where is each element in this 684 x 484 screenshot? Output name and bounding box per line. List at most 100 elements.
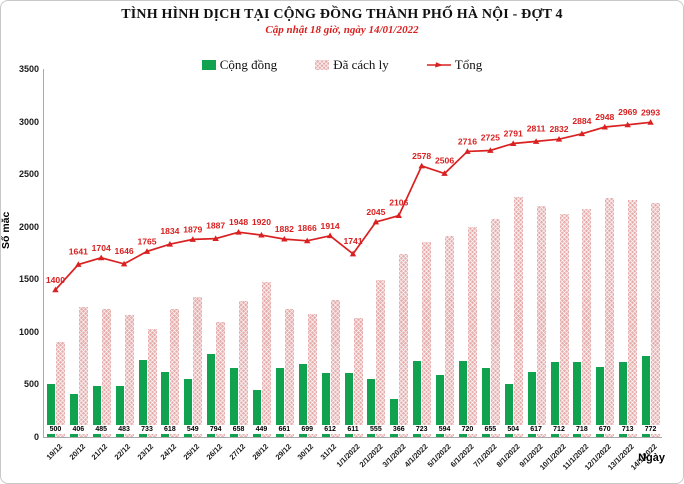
line-point-marker	[304, 237, 311, 244]
y-axis-tick-label: 1000	[18, 326, 39, 337]
bar-cong-dong	[413, 360, 422, 437]
bar-cong-dong	[321, 372, 330, 437]
bar-cong-dong	[92, 386, 101, 437]
line-value-label: 1765	[137, 236, 156, 246]
line-point-marker	[532, 138, 540, 144]
bar-value-label: 713	[617, 425, 639, 434]
chart-title: TÌNH HÌNH DỊCH TẠI CỘNG ĐỒNG THÀNH PHỐ H…	[121, 7, 563, 22]
bar-cong-dong	[69, 394, 78, 437]
line-point-marker	[510, 140, 517, 146]
x-axis-date-label: 22/12	[112, 442, 133, 462]
line-point-marker	[349, 250, 357, 257]
plot-area: 0 500 1000 1500 2000 2500 3000 3500 500 19/12 406 2…	[19, 64, 662, 472]
line-value-label: 1866	[298, 223, 317, 233]
x-axis-date-label: 24/12	[158, 442, 179, 462]
bar-cong-dong	[458, 361, 467, 437]
x-axis-date-label: 26/12	[204, 442, 225, 462]
bar-da-cach-ly	[559, 214, 569, 437]
bar-cong-dong	[367, 378, 376, 437]
bar-value-label: 772	[640, 425, 662, 434]
x-axis-title: Ngày	[638, 452, 665, 464]
bar-value-label: 720	[456, 425, 478, 434]
bar-da-cach-ly	[353, 318, 363, 437]
bar-da-cach-ly	[376, 280, 386, 437]
bar-value-label: 794	[205, 425, 227, 434]
bar-value-label: 618	[159, 425, 181, 434]
y-axis-tick-label: 0	[33, 432, 39, 442]
bar-da-cach-ly	[55, 342, 65, 437]
bar-cong-dong	[550, 362, 559, 437]
y-axis-tick-label: 500	[23, 379, 39, 390]
bar-value-label: 699	[296, 425, 318, 434]
bar-da-cach-ly	[536, 206, 546, 437]
line-point-marker	[235, 228, 242, 235]
line-point-marker	[75, 261, 82, 267]
legend-item-da-cach-ly: Đã cách ly	[315, 57, 389, 73]
line-value-label: 1887	[206, 221, 225, 231]
line-value-label: 1400	[46, 275, 65, 285]
x-axis-date-label: 5/1/2022	[425, 442, 453, 470]
x-axis-date-label: 4/1/2022	[403, 442, 431, 470]
x-axis-date-label: 3/1/2022	[380, 442, 408, 470]
pink-bar-swatch-icon	[315, 60, 330, 70]
x-axis-date-label: 30/12	[295, 442, 316, 462]
line-value-label: 2832	[549, 124, 568, 134]
line-point-marker	[212, 235, 219, 241]
x-axis-date-label: 1/1/2022	[334, 442, 362, 470]
line-value-label: 2716	[458, 136, 477, 146]
bar-da-cach-ly	[605, 197, 615, 437]
bar-cong-dong	[344, 372, 353, 437]
bar-da-cach-ly	[261, 282, 271, 437]
legend: Cộng đồng Đã cách ly Tổng	[1, 57, 683, 73]
bar-value-label: 406	[67, 425, 89, 434]
bar-value-label: 366	[388, 425, 410, 434]
bar-value-label: 733	[136, 425, 158, 434]
bar-da-cach-ly	[467, 227, 477, 437]
bar-da-cach-ly	[147, 328, 157, 437]
x-axis-date-label: 27/12	[227, 442, 247, 462]
line-point-marker	[555, 136, 563, 142]
line-value-label: 1704	[92, 243, 111, 253]
line-value-label: 1914	[321, 221, 340, 231]
line-value-label: 2969	[618, 107, 637, 117]
bar-da-cach-ly	[582, 209, 592, 437]
bar-value-label: 718	[571, 425, 593, 434]
line-point-marker	[52, 286, 59, 293]
x-axis-date-label: 28/12	[250, 442, 270, 462]
line-value-label: 2578	[412, 151, 431, 161]
bar-da-cach-ly	[307, 314, 317, 437]
bar-cong-dong	[619, 362, 628, 437]
line-point-marker	[166, 240, 174, 247]
bar-value-label: 661	[273, 425, 295, 434]
bar-cong-dong	[275, 367, 284, 437]
bar-cong-dong	[230, 367, 239, 437]
bar-cong-dong	[161, 372, 170, 437]
bar-value-label: 549	[182, 425, 204, 434]
line-point-marker	[372, 218, 380, 225]
x-axis-date-label: 23/12	[135, 442, 156, 462]
line-point-marker	[258, 231, 265, 238]
bar-value-label: 504	[502, 425, 524, 434]
bar-value-label: 483	[113, 425, 135, 434]
y-axis-tick-label: 3000	[18, 116, 39, 127]
bar-cong-dong	[115, 386, 124, 437]
x-axis-date-label: 31/12	[318, 442, 339, 462]
bar-value-label: 723	[411, 425, 433, 434]
line-point-marker	[395, 212, 402, 218]
bar-da-cach-ly	[216, 322, 226, 437]
line-point-marker	[120, 260, 128, 267]
bar-da-cach-ly	[284, 308, 294, 437]
bar-value-label: 658	[228, 425, 250, 434]
chart-subtitle: Cập nhật 18 giờ, ngày 14/01/2022	[265, 24, 419, 36]
bar-value-label: 485	[90, 425, 112, 434]
legend-item-tong: Tổng	[426, 57, 482, 73]
bar-da-cach-ly	[628, 199, 638, 437]
bar-value-label: 617	[525, 425, 547, 434]
line-value-label: 2948	[595, 112, 614, 122]
line-point-marker	[647, 119, 654, 125]
x-axis-date-label: 8/1/2022	[494, 442, 522, 470]
line-value-label: 1641	[69, 246, 88, 256]
line-point-marker	[464, 148, 471, 154]
